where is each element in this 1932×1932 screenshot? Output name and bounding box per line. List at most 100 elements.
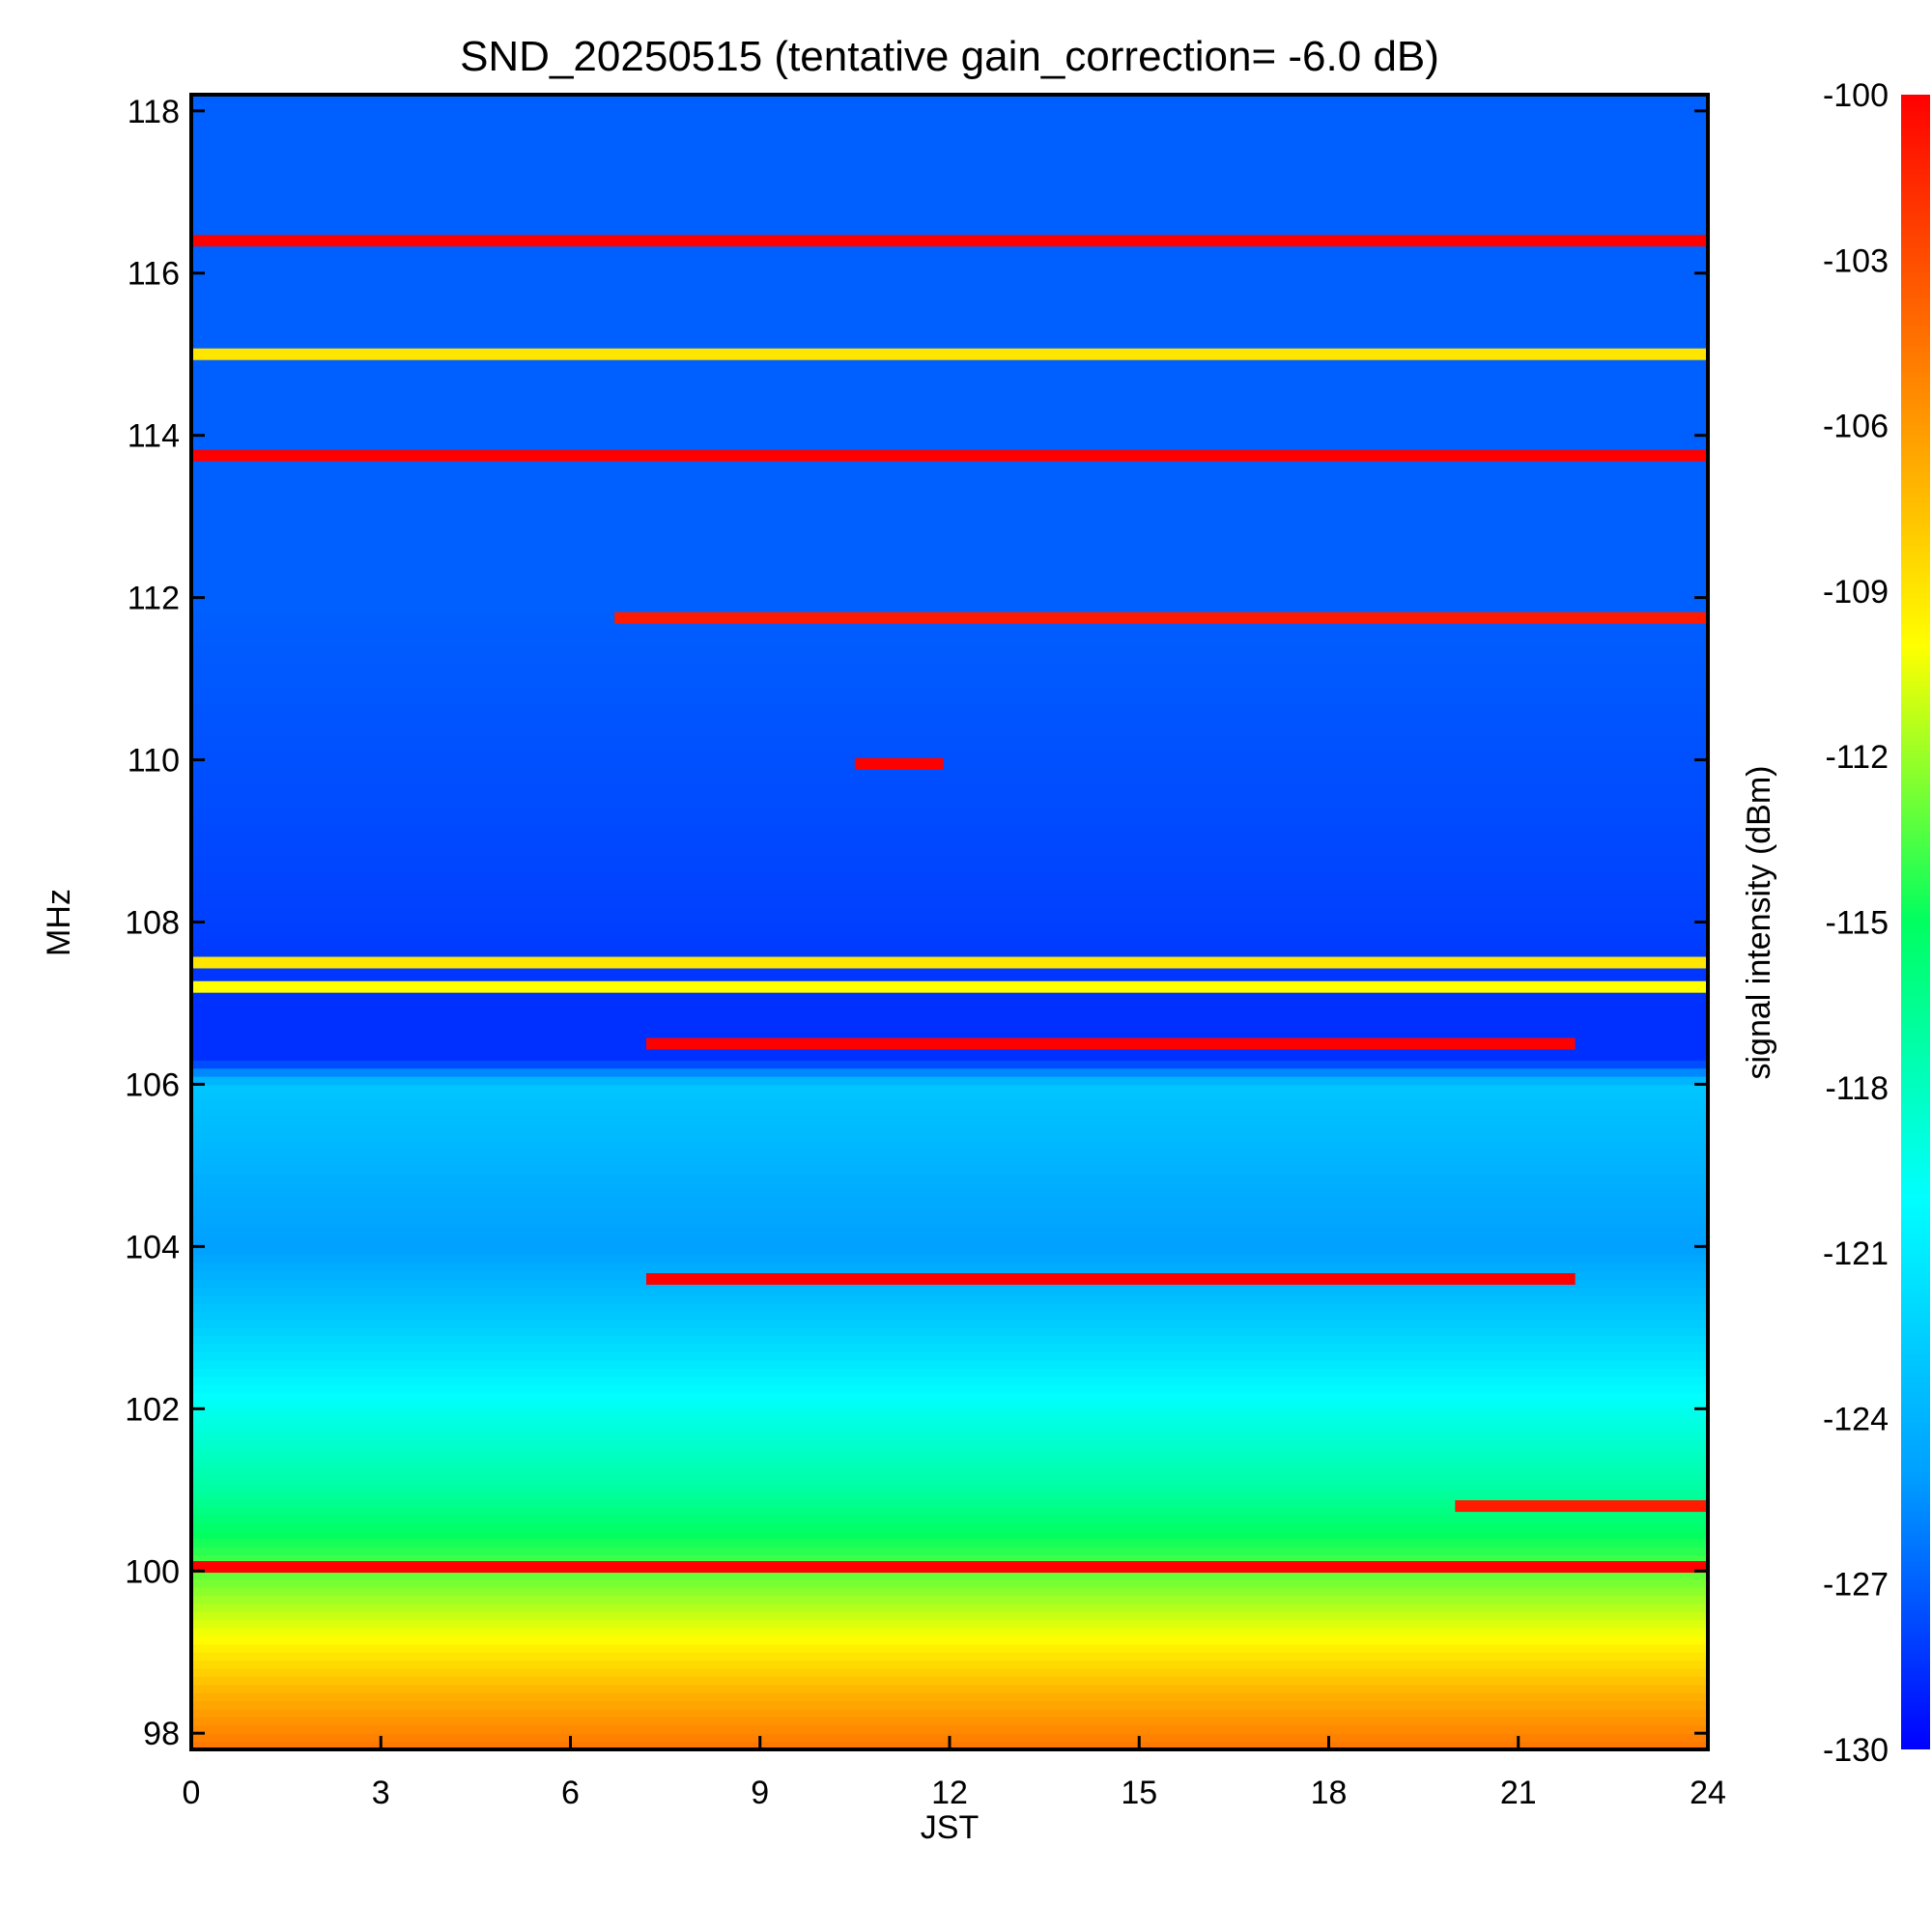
heatmap-band xyxy=(191,573,1708,582)
signal-line xyxy=(191,980,1708,993)
heatmap-band xyxy=(191,337,1708,347)
y-tick-label: 108 xyxy=(125,905,180,942)
signal-line xyxy=(191,449,1708,462)
heatmap-band xyxy=(191,767,1708,777)
heatmap-band xyxy=(191,995,1708,1005)
heatmap-band xyxy=(191,1019,1708,1029)
heatmap-band xyxy=(191,1117,1708,1126)
heatmap-band xyxy=(191,1376,1708,1385)
heatmap-band xyxy=(191,1335,1708,1345)
heatmap-band xyxy=(191,1327,1708,1337)
heatmap-band xyxy=(191,411,1708,420)
heatmap-band xyxy=(191,897,1708,907)
heatmap-band xyxy=(191,621,1708,631)
heatmap-band xyxy=(191,646,1708,655)
signal-lines xyxy=(191,235,1708,1574)
heatmap-band xyxy=(191,1440,1708,1450)
heatmap-band xyxy=(191,95,1708,103)
heatmap-band xyxy=(191,1611,1708,1621)
heatmap-band xyxy=(191,200,1708,210)
heatmap-band xyxy=(191,1230,1708,1239)
heatmap-band xyxy=(191,1351,1708,1361)
heatmap-band xyxy=(191,305,1708,315)
heatmap-band xyxy=(191,516,1708,526)
colorbar-ticks: -100 -103 -106 -109 -112 -115 -118 -121 -124 -127… xyxy=(1823,77,1889,1769)
heatmap-band xyxy=(191,329,1708,339)
heatmap-band xyxy=(191,1408,1708,1418)
colorbar xyxy=(1901,95,1930,1749)
heatmap-band xyxy=(191,1506,1708,1516)
heatmap-band xyxy=(191,1311,1708,1321)
heatmap-band xyxy=(191,597,1708,607)
heatmap-band xyxy=(191,1181,1708,1191)
heatmap-band xyxy=(191,313,1708,323)
heatmap-band xyxy=(191,1652,1708,1662)
heatmap-band xyxy=(191,532,1708,542)
heatmap-band xyxy=(191,549,1708,558)
heatmap-band xyxy=(191,1027,1708,1037)
colorbar-tick-label: -121 xyxy=(1823,1236,1889,1272)
heatmap-band xyxy=(191,159,1708,169)
y-tick-label: 106 xyxy=(125,1066,180,1103)
heatmap-band xyxy=(191,256,1708,266)
y-tick-label: 110 xyxy=(128,743,180,780)
signal-line xyxy=(191,1561,1708,1574)
signal-line xyxy=(854,757,944,770)
heatmap-band xyxy=(191,654,1708,664)
heatmap-band xyxy=(191,1724,1708,1734)
heatmap-band xyxy=(191,475,1708,485)
heatmap-band xyxy=(191,1319,1708,1328)
y-tick-label: 114 xyxy=(128,418,180,455)
heatmap-band xyxy=(191,606,1708,615)
heatmap-band xyxy=(191,1465,1708,1475)
heatmap-band xyxy=(191,1425,1708,1435)
heatmap-band xyxy=(191,215,1708,225)
signal-line xyxy=(646,1037,1576,1050)
heatmap-band xyxy=(191,143,1708,153)
heatmap-band xyxy=(191,816,1708,826)
heatmap-band xyxy=(191,792,1708,802)
heatmap-band xyxy=(191,1173,1708,1182)
y-tick-label: 116 xyxy=(128,256,180,293)
x-axis-label: JST xyxy=(921,1809,979,1846)
x-tick-label: 15 xyxy=(1121,1775,1157,1811)
heatmap-band xyxy=(191,1206,1708,1215)
heatmap-band xyxy=(191,848,1708,858)
heatmap-band xyxy=(191,1010,1708,1020)
heatmap-band xyxy=(191,1643,1708,1653)
heatmap-band xyxy=(191,459,1708,469)
y-tick-label: 100 xyxy=(125,1553,180,1590)
heatmap-band xyxy=(191,1660,1708,1669)
heatmap-band xyxy=(191,670,1708,680)
colorbar-tick-label: -100 xyxy=(1823,77,1889,114)
heatmap-band xyxy=(191,362,1708,372)
signal-line xyxy=(191,348,1708,360)
heatmap-band xyxy=(191,1051,1708,1061)
y-tick-label: 98 xyxy=(143,1716,180,1752)
heatmap-band xyxy=(191,525,1708,534)
heatmap-band xyxy=(191,272,1708,282)
heatmap-band xyxy=(191,540,1708,550)
heatmap-band xyxy=(191,1619,1708,1629)
heatmap-band xyxy=(191,589,1708,599)
x-tick-label: 24 xyxy=(1690,1775,1726,1811)
heatmap-band xyxy=(191,289,1708,298)
heatmap-band xyxy=(191,418,1708,428)
heatmap-band xyxy=(191,1303,1708,1313)
heatmap-band xyxy=(191,499,1708,509)
colorbar-tick-label: -130 xyxy=(1823,1732,1889,1769)
heatmap-band xyxy=(191,1554,1708,1564)
chart-title: SND_20250515 (tentative gain_correction=… xyxy=(460,33,1439,80)
y-tick-label: 104 xyxy=(125,1229,180,1265)
heatmap-band xyxy=(191,776,1708,785)
heatmap-band xyxy=(191,184,1708,193)
heatmap-band xyxy=(191,322,1708,331)
heatmap-band xyxy=(191,662,1708,671)
heatmap-band xyxy=(191,191,1708,201)
colorbar-tick-label: -106 xyxy=(1823,409,1889,445)
heatmap-band xyxy=(191,1538,1708,1548)
heatmap-band xyxy=(191,759,1708,769)
heatmap-band xyxy=(191,1092,1708,1101)
y-axis-ticks: 98 100 102 104 106 108 110 112 114 116 118 xyxy=(125,94,1708,1752)
